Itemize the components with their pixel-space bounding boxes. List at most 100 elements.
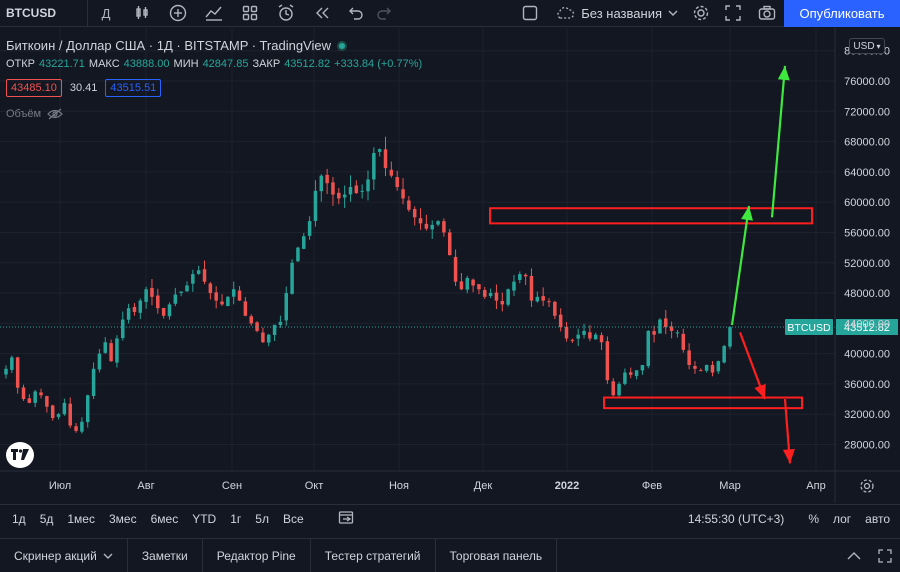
legend-title-text: Биткоин / Доллар США · 1Д · BITSTAMP · T… xyxy=(6,38,331,53)
layout-name-button[interactable]: Без названия xyxy=(547,0,686,27)
range-5y[interactable]: 5л xyxy=(255,511,269,526)
snapshot-camera-icon[interactable] xyxy=(750,0,784,27)
tradingview-logo[interactable] xyxy=(6,442,34,468)
y-tick-label: 52000.00 xyxy=(844,258,890,270)
arrow-down-red[interactable] xyxy=(782,398,795,464)
open-label: ОТКР xyxy=(6,58,36,70)
candles-icon[interactable] xyxy=(124,0,160,27)
range-6m[interactable]: 6мес xyxy=(150,511,179,526)
date-range-bar: 1д 5д 1мес 3мес 6мес YTD 1г 5л Все 14:55… xyxy=(0,504,900,532)
sell-price-button[interactable]: 43485.10 xyxy=(6,79,62,97)
resistance-zone-rect[interactable] xyxy=(489,207,813,225)
fullscreen-icon[interactable] xyxy=(716,0,750,27)
symbol-search-button[interactable]: BTCUSD xyxy=(0,0,88,27)
svg-text:BTCUSD: BTCUSD xyxy=(787,322,831,334)
chevron-up-double-icon[interactable] xyxy=(846,551,862,561)
candle xyxy=(553,300,557,320)
drawing-annotations[interactable] xyxy=(489,65,813,464)
candle xyxy=(196,265,201,275)
candle xyxy=(447,228,452,256)
undo-icon[interactable] xyxy=(340,0,370,27)
market-status-icon[interactable] xyxy=(337,40,347,51)
range-1y[interactable]: 1г xyxy=(230,511,242,526)
price-axis[interactable]: 28000.00 32000.00 36000.00 40000.00 44000.00… xyxy=(834,28,890,503)
candle xyxy=(10,355,14,374)
candle xyxy=(512,274,516,296)
range-5d[interactable]: 5д xyxy=(39,511,54,526)
redo-icon[interactable] xyxy=(370,0,400,27)
y-tick-label: 60000.00 xyxy=(844,197,890,209)
chart-legend-title: Биткоин / Доллар США · 1Д · BITSTAMP · T… xyxy=(6,38,347,53)
eye-hidden-icon[interactable] xyxy=(47,108,63,120)
tab-notes[interactable]: Заметки xyxy=(128,538,203,572)
settings-gear-icon[interactable] xyxy=(686,0,716,27)
percent-scale-toggle[interactable]: % xyxy=(808,512,819,526)
candle xyxy=(506,288,510,307)
maximize-icon[interactable] xyxy=(878,549,892,563)
candle xyxy=(412,206,417,226)
candle xyxy=(185,281,189,293)
currency-button[interactable]: USD ▾ xyxy=(849,38,885,54)
candle xyxy=(45,395,49,413)
alert-icon[interactable] xyxy=(268,0,304,27)
close-label: ЗАКР xyxy=(252,58,281,70)
fullscreen-square-icon[interactable] xyxy=(513,0,547,27)
candle xyxy=(74,423,78,433)
arrow-up-green[interactable] xyxy=(730,205,753,326)
range-ytd[interactable]: YTD xyxy=(192,511,217,526)
candle xyxy=(243,297,248,317)
candle xyxy=(424,214,429,231)
candle xyxy=(167,302,172,320)
axis-settings-gear-icon[interactable] xyxy=(860,479,874,493)
candle xyxy=(442,218,446,237)
candle xyxy=(97,349,102,373)
candle xyxy=(56,413,61,420)
candle xyxy=(699,368,703,372)
candle xyxy=(529,268,534,307)
tab-trading-panel[interactable]: Торговая панель xyxy=(436,538,558,572)
indicators-icon[interactable] xyxy=(196,0,232,27)
candle xyxy=(103,337,108,354)
spread-value: 30.41 xyxy=(69,82,98,94)
candle xyxy=(161,307,166,319)
candle xyxy=(121,311,125,341)
candle xyxy=(453,249,458,286)
price-chart[interactable]: BTCUSD 43512.82 28000.00 32000.00 36000.00 4… xyxy=(0,28,900,503)
candle xyxy=(395,170,399,191)
candle xyxy=(91,362,96,400)
y-tick-label: 28000.00 xyxy=(844,439,890,451)
time-axis[interactable]: Июл Авг Сен Окт Ноя Дек 2022 Фев Мар Апр xyxy=(0,470,900,493)
candle xyxy=(658,318,662,334)
candle xyxy=(628,367,633,379)
y-tick-label: 56000.00 xyxy=(844,227,890,239)
volume-label: Объём xyxy=(6,108,42,120)
templates-icon[interactable] xyxy=(232,0,268,27)
candle xyxy=(477,283,481,295)
candle xyxy=(377,148,382,157)
arrow-up-green[interactable] xyxy=(770,65,790,218)
range-1m[interactable]: 1мес xyxy=(67,511,95,526)
clock-timezone[interactable]: 14:55:30 (UTC+3) xyxy=(687,512,785,526)
arrow-down-red[interactable] xyxy=(738,332,767,400)
x-tick-label: Сен xyxy=(222,480,242,492)
candle xyxy=(681,328,686,353)
replay-icon[interactable] xyxy=(304,0,340,27)
support-zone-rect[interactable] xyxy=(603,396,803,410)
log-scale-toggle[interactable]: лог xyxy=(832,512,852,526)
goto-date-icon[interactable] xyxy=(331,510,361,527)
auto-scale-toggle[interactable]: авто xyxy=(865,512,890,526)
tab-pine-editor[interactable]: Редактор Pine xyxy=(203,538,311,572)
candle xyxy=(535,291,540,303)
close-value: 43512.82 xyxy=(284,58,331,70)
range-all[interactable]: Все xyxy=(282,511,304,526)
interval-button[interactable]: Д xyxy=(101,5,111,21)
range-1d[interactable]: 1д xyxy=(12,511,26,526)
candle xyxy=(144,286,148,309)
tab-strategy-tester[interactable]: Тестер стратегий xyxy=(311,538,436,572)
tab-stock-screener[interactable]: Скринер акций xyxy=(0,538,128,572)
add-indicator-icon[interactable] xyxy=(160,0,196,27)
publish-button[interactable]: Опубликовать xyxy=(784,0,900,27)
candle xyxy=(669,321,674,339)
buy-price-button[interactable]: 43515.51 xyxy=(105,79,162,97)
range-3m[interactable]: 3мес xyxy=(108,511,137,526)
